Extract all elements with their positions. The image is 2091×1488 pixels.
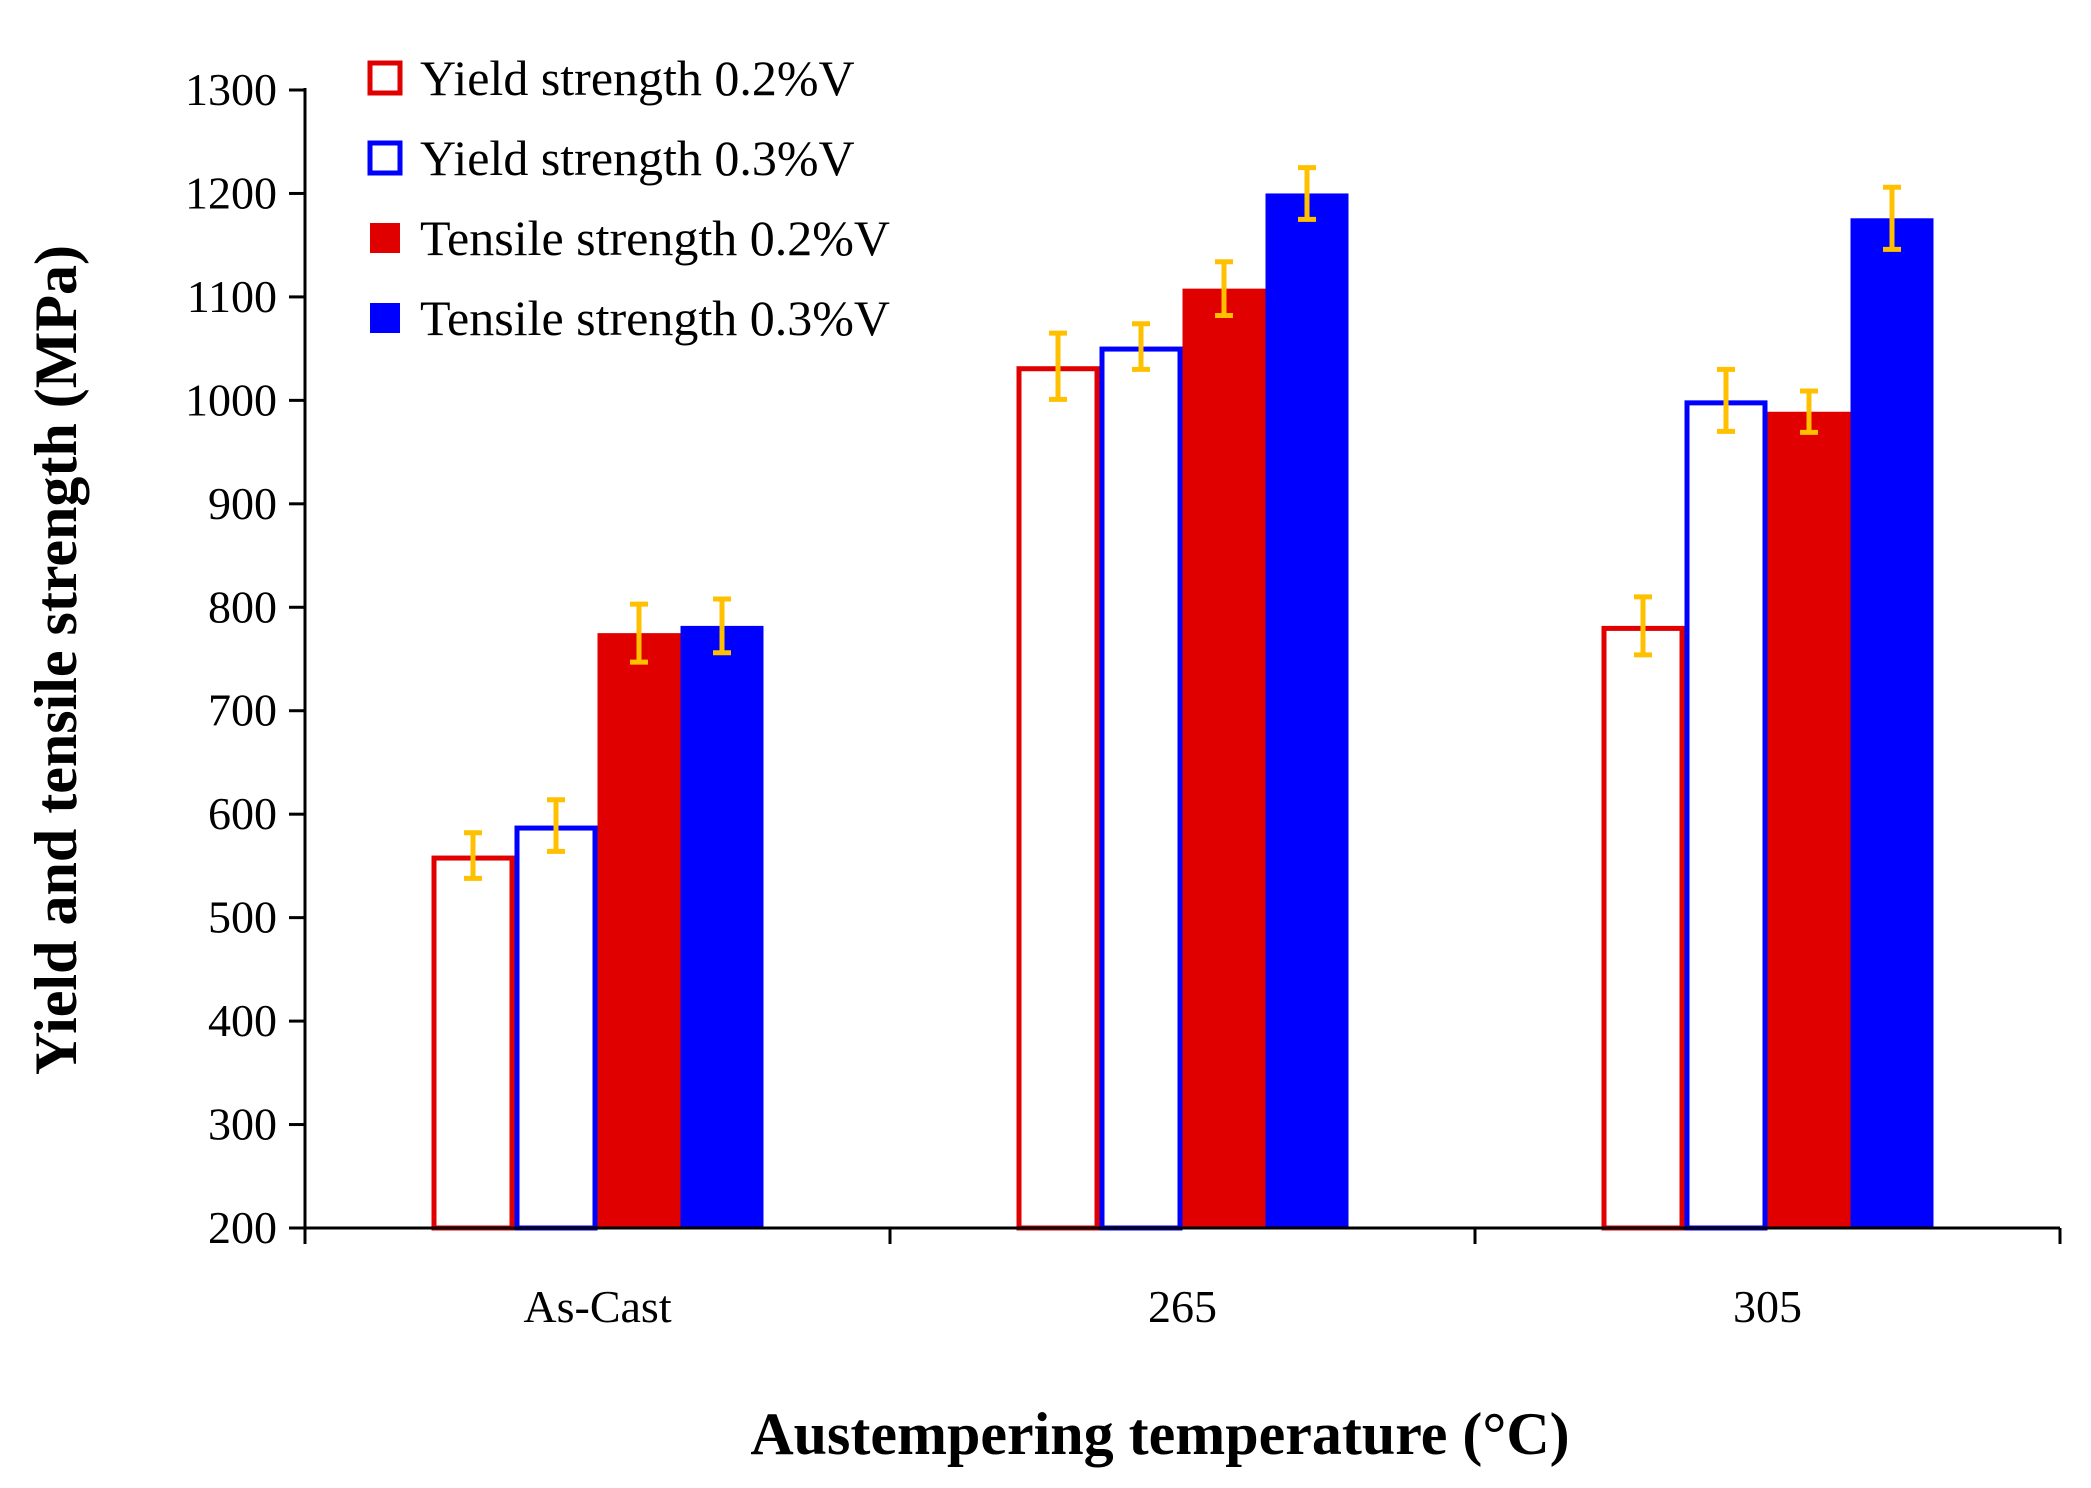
bar-yield-strength-0-3-v-as-cast <box>514 825 598 1231</box>
y-tick-label-400: 400 <box>208 995 277 1046</box>
bar-yield-strength-0-3-v-305 <box>1684 400 1768 1231</box>
bar-yield-strength-0-2-v-265 <box>1016 366 1100 1231</box>
y-tick-label-700: 700 <box>208 685 277 736</box>
legend: Yield strength 0.2%V Yield strength 0.3%V… <box>367 50 890 346</box>
y-tick-label-300: 300 <box>208 1099 277 1150</box>
legend-label-tensile-strength-0-3-v: Tensile strength 0.3%V <box>420 290 890 346</box>
y-tick-label-800: 800 <box>208 581 277 632</box>
legend-swatch-yield-strength-0-2-v <box>367 60 403 96</box>
legend-swatch-tensile-strength-0-3-v <box>370 303 400 333</box>
legend-swatch-yield-strength-0-3-v <box>367 140 403 176</box>
y-tick-label-200: 200 <box>208 1202 277 1253</box>
x-axis-title: Austempering temperature (°C) <box>750 1401 1569 1467</box>
error-bar-tensile-strength-0-2-v-265 <box>1215 259 1233 319</box>
error-bar-yield-strength-0-2-v-305 <box>1634 594 1652 658</box>
legend-label-yield-strength-0-2-v: Yield strength 0.2%V <box>420 50 855 106</box>
y-axis-title: Yield and tensile strength (MPa) <box>23 245 89 1075</box>
y-tick-label-600: 600 <box>208 788 277 839</box>
bar-yield-strength-0-2-v-305 <box>1601 625 1685 1231</box>
y-tick-label-900: 900 <box>208 478 277 529</box>
error-bar-tensile-strength-0-2-v-305 <box>1800 388 1818 435</box>
bar-tensile-strength-0-2-v-as-cast <box>597 633 681 1228</box>
bar-tensile-strength-0-3-v-265 <box>1265 193 1349 1228</box>
error-bar-yield-strength-0-2-v-as-cast <box>464 830 482 881</box>
bar-tensile-strength-0-3-v-305 <box>1850 218 1934 1228</box>
bar-tensile-strength-0-3-v-as-cast <box>680 625 764 1228</box>
bar-tensile-strength-0-2-v-305 <box>1767 411 1851 1228</box>
error-bar-yield-strength-0-2-v-265 <box>1049 330 1067 402</box>
error-bar-yield-strength-0-3-v-as-cast <box>547 797 565 854</box>
y-tick-label-500: 500 <box>208 892 277 943</box>
error-bar-tensile-strength-0-3-v-305 <box>1883 184 1901 252</box>
legend-label-yield-strength-0-3-v: Yield strength 0.3%V <box>420 130 855 186</box>
legend-label-tensile-strength-0-2-v: Tensile strength 0.2%V <box>420 210 890 266</box>
error-bar-tensile-strength-0-2-v-as-cast <box>630 601 648 665</box>
error-bar-tensile-strength-0-3-v-as-cast <box>713 596 731 656</box>
bar-yield-strength-0-2-v-as-cast <box>431 855 515 1231</box>
x-tick-label-265: 265 <box>1148 1281 1217 1332</box>
axes-layer: 200 300 400 500 600 700 800 900 1000 1100 1200 1300… <box>185 64 2062 1332</box>
y-tick-label-1300: 1300 <box>185 64 277 115</box>
bars-layer <box>431 193 1934 1231</box>
y-tick-label-1200: 1200 <box>185 167 277 218</box>
error-bar-yield-strength-0-3-v-265 <box>1132 321 1150 372</box>
x-tick-label-305: 305 <box>1733 1281 1802 1332</box>
error-bar-tensile-strength-0-3-v-265 <box>1298 165 1316 222</box>
bar-tensile-strength-0-2-v-265 <box>1182 288 1266 1229</box>
legend-swatch-tensile-strength-0-2-v <box>370 223 400 253</box>
bar-yield-strength-0-3-v-265 <box>1099 346 1183 1231</box>
error-bars-layer <box>464 165 1901 881</box>
y-tick-label-1100: 1100 <box>187 271 277 322</box>
x-tick-label-as-cast: As-Cast <box>523 1281 671 1332</box>
error-bar-yield-strength-0-3-v-305 <box>1717 366 1735 434</box>
y-tick-label-1000: 1000 <box>185 374 277 425</box>
